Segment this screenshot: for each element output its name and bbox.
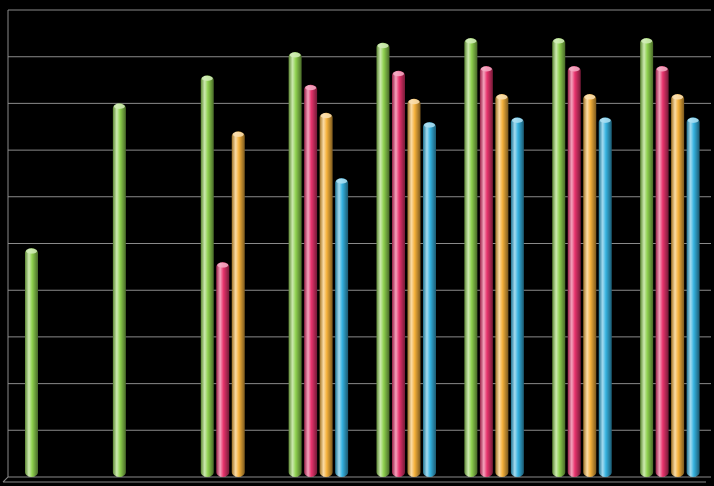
- bar-cap: [480, 66, 492, 72]
- bar-cap: [320, 113, 332, 119]
- bar: [319, 112, 333, 478]
- bar-cap: [599, 117, 611, 123]
- bar-body: [288, 52, 302, 477]
- bar-cap: [336, 178, 348, 184]
- bar: [231, 131, 245, 478]
- bar: [567, 66, 581, 477]
- bar-body: [510, 117, 524, 477]
- bar-body: [319, 112, 333, 478]
- bar-body: [200, 75, 214, 477]
- bar-body: [686, 117, 700, 477]
- bar-cap: [687, 117, 699, 123]
- bar: [25, 248, 38, 477]
- bar-body: [583, 94, 597, 477]
- bar-body: [479, 66, 493, 477]
- bar-body: [392, 70, 405, 478]
- bar-cap: [408, 99, 420, 105]
- bar-body: [216, 262, 230, 477]
- bar: [552, 38, 566, 478]
- bar-body: [304, 84, 318, 477]
- bar-cap: [584, 94, 596, 100]
- bar-cap: [656, 66, 668, 72]
- bar-cap: [641, 38, 653, 44]
- bar-body: [335, 178, 349, 477]
- bar-body: [407, 98, 421, 477]
- bar: [335, 178, 349, 477]
- bar-body: [376, 42, 390, 477]
- bar-body: [552, 38, 566, 478]
- bar: [112, 103, 126, 478]
- bar-body: [464, 38, 478, 478]
- bar-body: [112, 103, 126, 478]
- bar-cap: [511, 117, 523, 123]
- bar-body: [671, 94, 685, 477]
- bar-cap: [496, 94, 508, 100]
- bar-cap: [26, 248, 37, 254]
- bar-cap: [424, 122, 435, 128]
- bar: [464, 38, 478, 478]
- bar-cap: [377, 43, 389, 49]
- bar: [686, 117, 700, 477]
- bar: [288, 52, 302, 477]
- bar: [216, 262, 230, 477]
- bar-cap: [305, 85, 317, 91]
- bar-cap: [232, 131, 244, 137]
- bar-cap: [672, 94, 684, 100]
- bar-body: [640, 38, 654, 478]
- bar-body: [25, 248, 38, 477]
- bar-cap: [201, 75, 213, 81]
- bar-cap: [113, 103, 125, 109]
- bar-cap: [393, 71, 404, 77]
- bar-cap: [217, 262, 229, 268]
- bar: [583, 94, 597, 477]
- bar-cap: [465, 38, 477, 44]
- bar: [407, 98, 421, 477]
- bar-cap: [289, 52, 301, 58]
- bar-cap: [553, 38, 565, 44]
- bar-body: [231, 131, 245, 478]
- bar: [479, 66, 493, 477]
- bar: [655, 66, 669, 477]
- bar-cap: [568, 66, 580, 72]
- bar-layer: [25, 38, 700, 478]
- axis-floor-edge: [2, 476, 9, 483]
- bar-body: [495, 94, 509, 477]
- bar: [495, 94, 509, 477]
- bar: [598, 117, 612, 477]
- bar: [510, 117, 524, 477]
- bar: [376, 42, 390, 477]
- bar-body: [598, 117, 612, 477]
- bar: [392, 70, 405, 478]
- bar: [671, 94, 685, 477]
- bar: [304, 84, 318, 477]
- bar: [200, 75, 214, 477]
- bar-body: [423, 122, 436, 477]
- bar-body: [655, 66, 669, 477]
- bar: [640, 38, 654, 478]
- bar-body: [567, 66, 581, 477]
- bar: [423, 122, 436, 477]
